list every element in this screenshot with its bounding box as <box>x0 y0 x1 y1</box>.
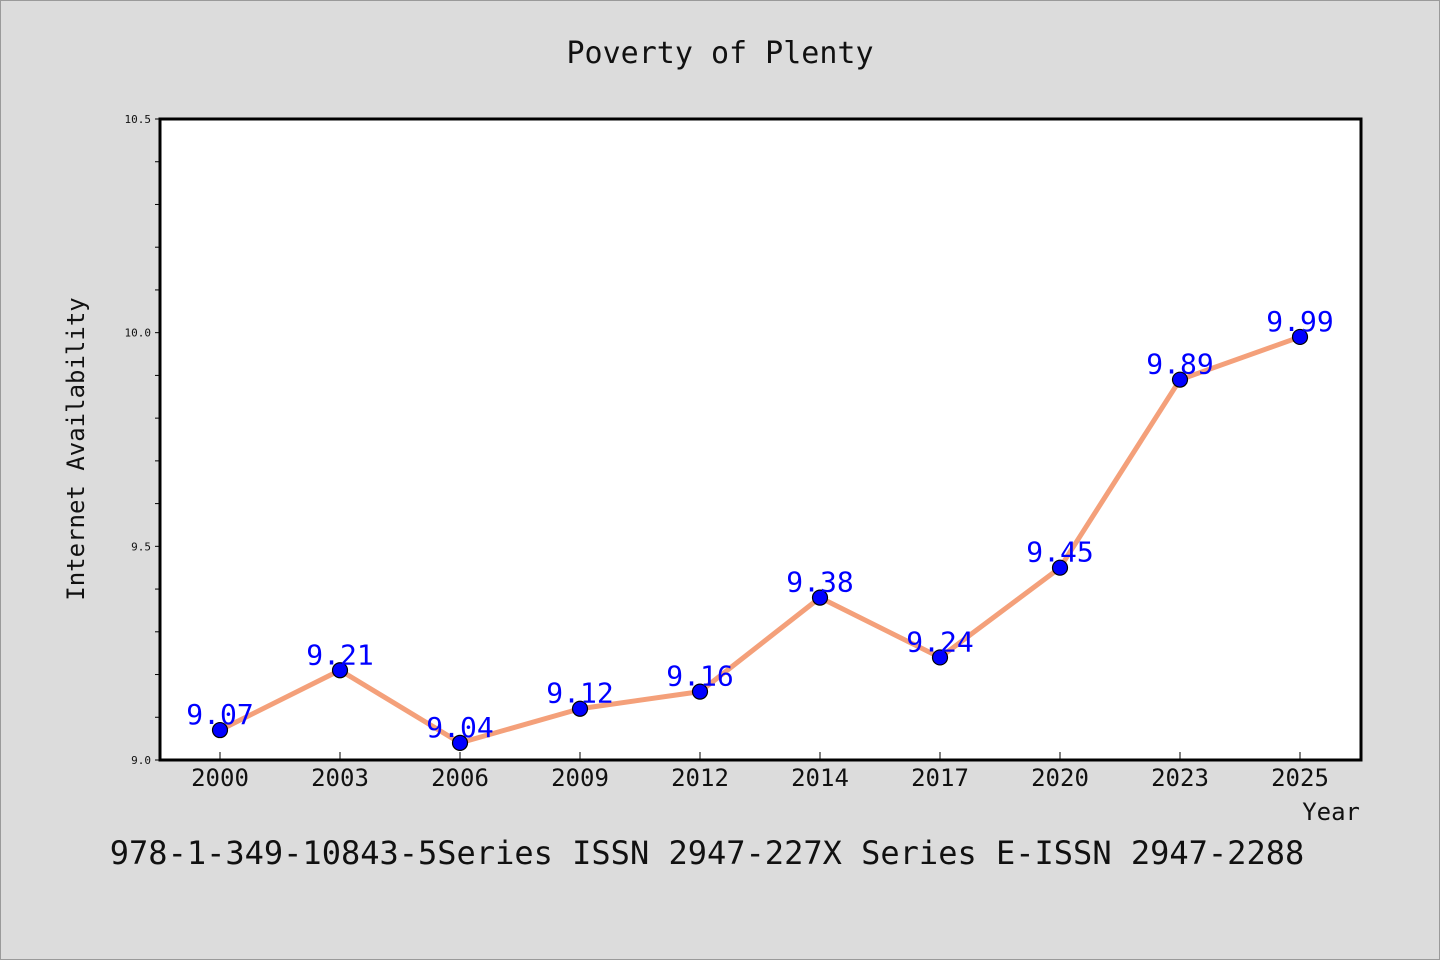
x-tick-label: 2000 <box>191 764 249 792</box>
x-tick-label: 2003 <box>311 764 369 792</box>
x-axis: 2000 2003 2006 2009 2012 2014 2017 2020 2023 2025 <box>191 752 1329 792</box>
x-axis-label: Year <box>1302 798 1360 826</box>
data-labels-layer: 9.07 9.21 9.04 9.12 9.16 9.38 9.24 9.45 9.89 9.99 <box>186 305 1333 744</box>
data-label: 9.38 <box>786 566 853 599</box>
data-label: 9.16 <box>666 660 733 693</box>
series-line <box>217 334 1303 746</box>
data-label: 9.45 <box>1026 536 1093 569</box>
y-tick-label: 9.0 <box>131 754 151 767</box>
data-point <box>1171 371 1189 388</box>
x-tick-label: 2006 <box>431 764 489 792</box>
chart-title: Poverty of Plenty <box>566 36 873 71</box>
x-tick-label: 2009 <box>551 764 609 792</box>
data-label: 9.12 <box>546 677 613 710</box>
plot-area <box>158 117 1363 762</box>
y-axis-label: Internet Availability <box>62 297 90 600</box>
x-tick-label: 2023 <box>1151 764 1209 792</box>
y-tick-label: 10.5 <box>125 113 152 126</box>
data-point <box>451 734 469 752</box>
data-point <box>1051 559 1069 576</box>
data-point <box>931 649 949 666</box>
series-layer <box>211 328 1309 752</box>
data-point <box>331 662 349 679</box>
data-label: 9.89 <box>1146 348 1213 381</box>
x-tick-label: 2025 <box>1271 764 1329 792</box>
data-point <box>571 700 589 717</box>
x-tick-label: 2017 <box>911 764 969 792</box>
y-tick-label: 10.0 <box>125 327 152 340</box>
data-label: 9.04 <box>426 711 493 744</box>
data-point <box>211 721 229 739</box>
data-label: 9.24 <box>906 625 973 658</box>
x-tick-label: 2014 <box>791 764 849 792</box>
x-tick-label: 2020 <box>1031 764 1089 792</box>
data-label: 9.21 <box>306 638 373 671</box>
data-label: 9.07 <box>186 698 253 731</box>
footnote: 978-1-349-10843-5Series ISSN 2947-227X S… <box>110 834 1304 872</box>
data-point <box>691 683 709 700</box>
y-tick-label: 9.5 <box>131 540 151 553</box>
data-point <box>1291 328 1309 346</box>
data-point <box>811 589 829 606</box>
data-label: 9.99 <box>1266 305 1333 338</box>
x-tick-label: 2012 <box>671 764 729 792</box>
y-axis: 9.0 9.5 10.0 10.5 <box>125 113 160 767</box>
